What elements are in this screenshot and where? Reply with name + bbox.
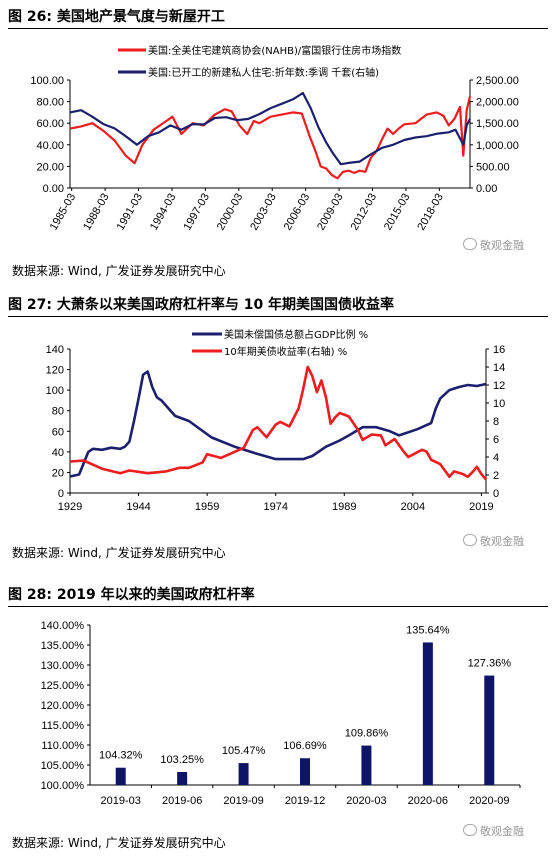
bar xyxy=(238,763,249,785)
y2-tick-label: 2,000.00 xyxy=(476,97,519,109)
legend-label: 美国:全美住宅建筑商协会(NAHB)/富国银行住房市场指数 xyxy=(148,44,401,57)
x-tick-label: 2020-06 xyxy=(408,795,448,807)
legend-label: 10年期美债收益率(右轴) % xyxy=(224,345,347,358)
y2-tick-label: 10 xyxy=(493,398,505,410)
wechat-icon xyxy=(463,238,477,250)
y-tick-label: 135.00% xyxy=(41,640,85,652)
source-note: 数据来源: Wind, 广发证券发展研究中心 xyxy=(12,836,226,850)
legend-label: 美国未偿国债总额占GDP比例 % xyxy=(224,328,368,341)
y2-tick-label: 1,000.00 xyxy=(476,140,519,152)
y2-tick-label: 1,500.00 xyxy=(476,118,519,130)
y-tick-label: 60 xyxy=(52,426,64,438)
y2-tick-label: 12 xyxy=(493,380,505,392)
series-line xyxy=(69,365,487,481)
watermark: 敬观金融 xyxy=(463,533,524,549)
x-tick-label: 2020-09 xyxy=(469,795,509,807)
data-label: 135.64% xyxy=(406,624,450,636)
x-tick-label: 1959 xyxy=(195,501,219,513)
y-tick-label: 105.00% xyxy=(41,760,85,772)
x-tick-label: 1989 xyxy=(332,501,356,513)
y-tick-label: 80.00 xyxy=(36,97,64,109)
bar xyxy=(300,758,310,785)
y2-tick-label: 4 xyxy=(493,452,499,464)
chart-debt-yield: 0 20 40 60 80 100 120 140 0 2 4 6 8 10 12 14 16 1929 1944 1… xyxy=(46,328,506,513)
y-tick-label: 125.00% xyxy=(41,680,85,692)
x-tick-label: 1974 xyxy=(263,501,287,513)
x-tick-label: 2019 xyxy=(469,501,493,513)
chart-leverage-bars: 100.00% 105.00% 110.00% 115.00% 120.00% 125.0… xyxy=(41,620,521,807)
bar xyxy=(115,767,126,785)
figure-title: 图 28: 2019 年以来的美国政府杠杆率 xyxy=(8,587,255,603)
x-tick-label: 1944 xyxy=(126,501,150,513)
y-tick-label: 100.00% xyxy=(41,780,85,792)
y-tick-label: 40 xyxy=(52,447,64,459)
y2-tick-label: 6 xyxy=(493,434,499,446)
wechat-icon xyxy=(463,534,477,546)
y-tick-label: 110.00% xyxy=(41,740,84,752)
x-tick-label: 2019-09 xyxy=(223,795,263,807)
title-rule xyxy=(8,606,548,607)
data-label: 106.69% xyxy=(283,740,327,752)
x-tick-label: 2019-06 xyxy=(162,795,202,807)
series-line xyxy=(69,95,472,180)
watermark: 敬观金融 xyxy=(463,237,524,253)
y2-tick-label: 16 xyxy=(493,344,505,356)
series-line xyxy=(69,91,471,166)
title-rule xyxy=(8,316,548,317)
legend-label: 美国:已开工的新建私人住宅:折年数:季调 千套(右轴) xyxy=(148,66,379,79)
x-tick-label: 2004 xyxy=(401,501,425,513)
bar xyxy=(177,772,188,785)
x-tick-label: 2019-03 xyxy=(101,795,141,807)
y-tick-label: 120 xyxy=(46,365,64,377)
y2-tick-label: 14 xyxy=(493,362,505,374)
y-tick-label: 140 xyxy=(46,344,64,356)
x-tick-label: 1929 xyxy=(58,501,82,513)
y-tick-label: 100 xyxy=(46,385,64,397)
y-tick-label: 80 xyxy=(52,406,64,418)
series-line xyxy=(69,370,487,478)
data-label: 105.47% xyxy=(222,745,266,757)
bar xyxy=(361,745,372,785)
y-tick-label: 20.00 xyxy=(36,161,64,173)
data-label: 103.25% xyxy=(160,754,204,766)
source-note: 数据来源: Wind, 广发证券发展研究中心 xyxy=(12,546,226,560)
bar xyxy=(484,675,495,785)
y-tick-label: 140.00% xyxy=(41,620,85,632)
y-tick-label: 40.00 xyxy=(36,140,64,152)
watermark: 敬观金融 xyxy=(463,823,524,839)
y2-tick-label: 500.00 xyxy=(476,161,510,173)
y-tick-label: 0 xyxy=(58,488,64,500)
y2-tick-label: 0.00 xyxy=(476,183,497,195)
y-tick-label: 0.00 xyxy=(43,183,64,195)
data-label: 104.32% xyxy=(99,750,143,762)
data-label: 127.36% xyxy=(468,658,512,670)
watermark-text: 敬观金融 xyxy=(480,239,524,252)
y-tick-label: 130.00% xyxy=(41,660,85,672)
y-tick-label: 20 xyxy=(52,467,64,479)
y2-tick-label: 0 xyxy=(493,488,499,500)
watermark-text: 敬观金融 xyxy=(480,825,524,838)
title-rule xyxy=(8,28,548,29)
y-tick-label: 100.00 xyxy=(30,75,64,87)
figure-title: 图 26: 美国地产景气度与新屋开工 xyxy=(8,9,225,25)
x-tick-label: 2019-12 xyxy=(285,795,325,807)
data-label: 109.86% xyxy=(345,728,389,740)
wechat-icon xyxy=(463,824,477,836)
y2-tick-label: 8 xyxy=(493,416,499,428)
y-tick-label: 120.00% xyxy=(41,700,85,712)
y2-tick-label: 2 xyxy=(493,470,499,482)
y2-tick-label: 2,500.00 xyxy=(476,75,519,87)
bar xyxy=(422,642,433,785)
x-tick-label: 2020-03 xyxy=(346,795,386,807)
chart-housing: 0.00 20.00 40.00 60.00 80.00 100.00 0.00 500.00… xyxy=(30,44,519,232)
y-tick-label: 115.00% xyxy=(41,720,84,732)
watermark-text: 敬观金融 xyxy=(480,535,524,548)
figure-title: 图 27: 大萧条以来美国政府杠杆率与 10 年期美国国债收益率 xyxy=(8,297,395,313)
source-note: 数据来源: Wind, 广发证券发展研究中心 xyxy=(12,264,226,278)
y-tick-label: 60.00 xyxy=(36,118,64,130)
